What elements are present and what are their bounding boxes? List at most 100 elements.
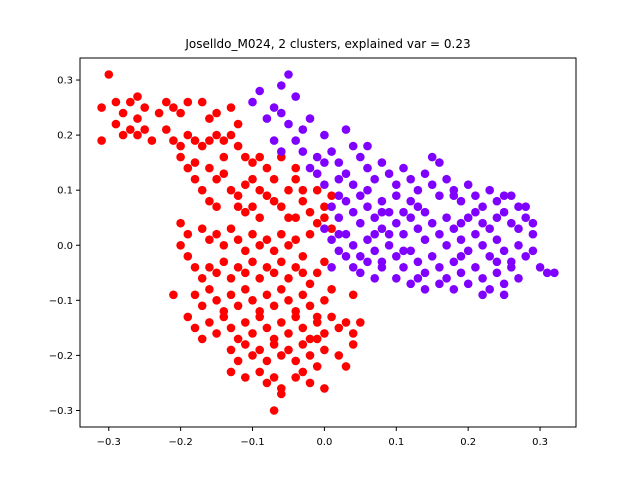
scatter-point-s0-48 bbox=[262, 191, 272, 200]
scatter-point-s1-57 bbox=[406, 213, 416, 222]
scatter-point-s1-134 bbox=[334, 191, 344, 200]
scatter-point-s0-84 bbox=[320, 257, 329, 267]
scatter-point-s1-6 bbox=[262, 114, 272, 123]
scatter-point-s0-30 bbox=[233, 119, 243, 129]
scatter-point-s1-133 bbox=[363, 185, 372, 195]
scatter-point-s0-66 bbox=[205, 235, 214, 244]
scatter-point-s1-72 bbox=[514, 241, 523, 250]
scatter-point-s0-93 bbox=[255, 274, 264, 283]
scatter-point-s1-70 bbox=[499, 246, 509, 256]
scatter-point-s1-20 bbox=[341, 169, 351, 178]
scatter-point-s1-104 bbox=[348, 263, 358, 272]
scatter-point-s1-137 bbox=[312, 169, 322, 178]
scatter-point-s0-106 bbox=[226, 290, 236, 300]
scatter-point-s1-1 bbox=[291, 92, 301, 101]
scatter-point-s1-49 bbox=[348, 207, 358, 217]
scatter-point-s1-117 bbox=[542, 268, 552, 278]
scatter-point-s0-44 bbox=[269, 174, 279, 184]
scatter-point-s1-26 bbox=[392, 180, 401, 189]
scatter-point-s0-21 bbox=[169, 136, 178, 145]
scatter-point-s1-158 bbox=[456, 251, 466, 261]
scatter-point-s0-95 bbox=[269, 268, 279, 278]
scatter-point-s0-123 bbox=[226, 323, 236, 333]
scatter-point-s1-13 bbox=[312, 152, 322, 162]
scatter-point-s1-89 bbox=[420, 268, 430, 278]
scatter-point-s0-10 bbox=[140, 125, 149, 134]
scatter-point-s1-148 bbox=[442, 213, 451, 222]
scatter-point-s1-66 bbox=[471, 229, 480, 239]
scatter-point-s1-54 bbox=[384, 207, 394, 217]
scatter-point-s0-189 bbox=[133, 130, 142, 140]
scatter-point-s0-122 bbox=[219, 312, 229, 322]
scatter-point-s1-131 bbox=[392, 191, 401, 200]
scatter-point-s1-103 bbox=[341, 251, 351, 261]
plot-frame bbox=[79, 57, 577, 428]
scatter-point-s0-29 bbox=[226, 130, 236, 140]
scatter-point-s0-132 bbox=[291, 312, 301, 322]
scatter-point-s0-190 bbox=[212, 202, 221, 211]
scatter-point-s1-19 bbox=[356, 152, 365, 162]
scatter-point-s0-185 bbox=[291, 163, 301, 173]
scatter-point-s0-2 bbox=[97, 136, 106, 145]
scatter-point-s0-86 bbox=[205, 263, 214, 272]
scatter-point-s1-60 bbox=[427, 218, 437, 228]
scatter-point-s0-174 bbox=[277, 389, 286, 399]
scatter-point-s0-52 bbox=[298, 185, 308, 195]
scatter-point-s1-128 bbox=[456, 218, 466, 228]
scatter-point-s0-103 bbox=[205, 285, 214, 294]
scatter-point-s0-77 bbox=[284, 241, 293, 250]
scatter-point-s1-143 bbox=[478, 218, 487, 228]
scatter-point-s0-41 bbox=[248, 158, 257, 167]
scatter-point-s1-79 bbox=[348, 241, 358, 250]
scatter-point-s1-28 bbox=[406, 174, 416, 184]
scatter-point-s1-101 bbox=[507, 263, 516, 272]
scatter-point-s1-118 bbox=[550, 268, 559, 278]
scatter-point-s0-58 bbox=[298, 196, 308, 206]
scatter-point-s0-151 bbox=[305, 351, 315, 360]
scatter-point-s0-186 bbox=[154, 108, 164, 118]
scatter-point-s0-33 bbox=[190, 174, 200, 184]
y-tick-label: −0.2 bbox=[49, 351, 73, 362]
scatter-point-s0-61 bbox=[183, 229, 193, 239]
scatter-point-s1-40 bbox=[492, 196, 502, 206]
scatter-point-s1-144 bbox=[485, 224, 495, 233]
scatter-point-s1-2 bbox=[277, 81, 286, 90]
scatter-point-s0-19 bbox=[226, 103, 236, 112]
scatter-point-s1-154 bbox=[363, 141, 372, 151]
scatter-point-s0-98 bbox=[291, 263, 301, 272]
scatter-point-s0-49 bbox=[269, 196, 279, 206]
scatter-point-s0-145 bbox=[262, 356, 272, 366]
scatter-point-s0-134 bbox=[305, 334, 315, 344]
scatter-point-s0-139 bbox=[341, 318, 351, 327]
scatter-point-s1-146 bbox=[399, 246, 408, 256]
scatter-point-s1-130 bbox=[406, 196, 416, 206]
scatter-point-s0-172 bbox=[190, 323, 200, 333]
scatter-point-s0-50 bbox=[284, 185, 293, 195]
scatter-point-s0-87 bbox=[212, 268, 221, 278]
scatter-point-s1-155 bbox=[334, 229, 344, 239]
scatter-point-s0-140 bbox=[226, 345, 236, 355]
scatter-point-s0-40 bbox=[241, 152, 250, 162]
scatter-point-s0-73 bbox=[255, 241, 264, 250]
scatter-point-s1-100 bbox=[499, 279, 509, 289]
scatter-point-s1-93 bbox=[449, 257, 459, 267]
scatter-point-s0-62 bbox=[176, 241, 185, 250]
scatter-point-s0-12 bbox=[162, 97, 171, 107]
scatter-point-s0-112 bbox=[269, 301, 279, 311]
scatter-point-s0-170 bbox=[169, 290, 178, 300]
scatter-point-s0-157 bbox=[255, 367, 264, 377]
scatter-point-s0-81 bbox=[312, 218, 322, 228]
scatter-point-s0-182 bbox=[241, 180, 250, 189]
scatter-point-s0-46 bbox=[248, 174, 257, 184]
scatter-point-s1-156 bbox=[327, 263, 336, 272]
scatter-point-s0-136 bbox=[320, 329, 329, 338]
scatter-point-s1-22 bbox=[363, 163, 372, 173]
scatter-point-s0-155 bbox=[226, 367, 236, 377]
scatter-point-s1-27 bbox=[399, 163, 408, 173]
scatter-point-s1-111 bbox=[420, 285, 430, 294]
scatter-point-s1-50 bbox=[356, 218, 365, 228]
scatter-point-s1-80 bbox=[356, 251, 365, 261]
scatter-point-s0-131 bbox=[284, 329, 293, 338]
scatter-point-s0-125 bbox=[241, 318, 250, 327]
